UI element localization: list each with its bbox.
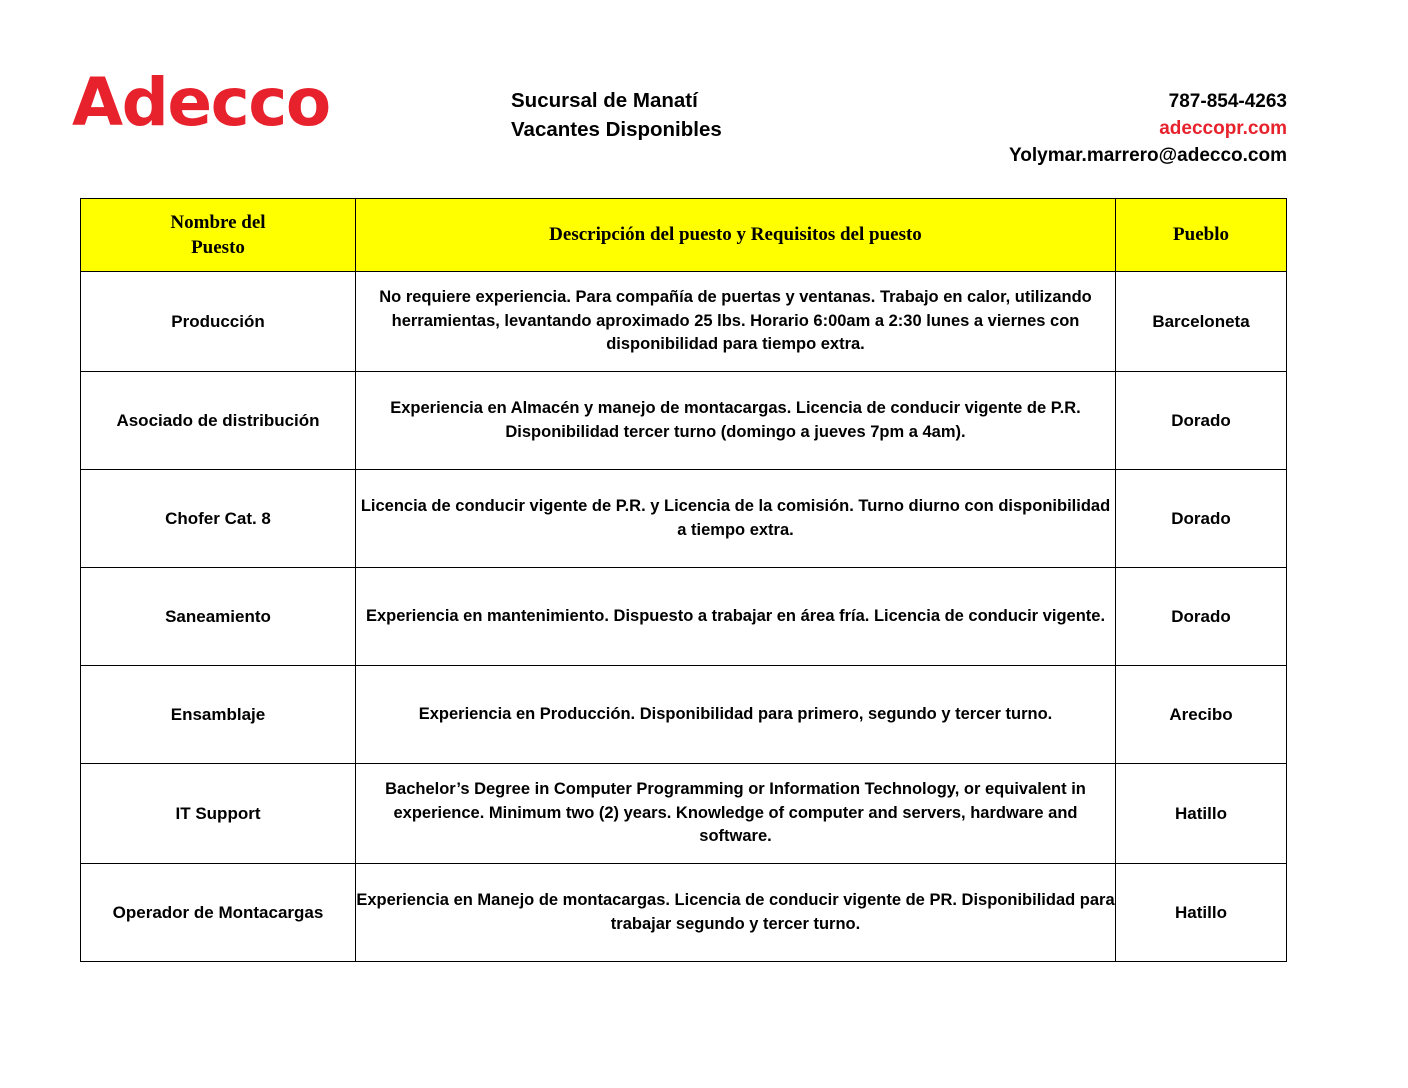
contact-email[interactable]: Yolymar.marrero@adecco.com: [1009, 144, 1287, 166]
column-header-puesto-line1: Nombre del: [170, 211, 266, 233]
column-header-puesto-line2: Puesto: [191, 237, 245, 258]
table-body: Producción No requiere experiencia. Para…: [80, 271, 1287, 962]
cell-puesto: Chofer Cat. 8: [80, 469, 356, 568]
cell-descripcion: Licencia de conducir vigente de P.R. y L…: [355, 469, 1116, 568]
cell-descripcion: No requiere experiencia. Para compañía d…: [355, 271, 1116, 372]
cell-descripcion: Bachelor’s Degree in Computer Programmin…: [355, 763, 1116, 864]
cell-puesto: Ensamblaje: [80, 665, 356, 764]
branch-title-line2: Vacantes Disponibles: [511, 118, 722, 142]
table-header-row: Nombre del Puesto Descripción del puesto…: [80, 198, 1287, 272]
contact-block: 787-854-4263 adeccopr.com Yolymar.marrer…: [1009, 89, 1287, 170]
cell-pueblo: Hatillo: [1115, 763, 1287, 864]
contact-website[interactable]: adeccopr.com: [1159, 117, 1287, 139]
cell-pueblo: Dorado: [1115, 469, 1287, 568]
cell-descripcion: Experiencia en mantenimiento. Dispuesto …: [355, 567, 1116, 666]
cell-pueblo: Dorado: [1115, 567, 1287, 666]
contact-phone: 787-854-4263: [1168, 91, 1287, 112]
table-row: Saneamiento Experiencia en mantenimiento…: [80, 567, 1287, 666]
cell-pueblo: Barceloneta: [1115, 271, 1287, 372]
cell-puesto: IT Support: [80, 763, 356, 864]
vacancies-table: Nombre del Puesto Descripción del puesto…: [80, 198, 1287, 962]
cell-puesto: Asociado de distribución: [80, 371, 356, 470]
branch-title-line1: Sucursal de Manatí: [511, 89, 698, 112]
column-header-descripcion: Descripción del puesto y Requisitos del …: [355, 198, 1116, 272]
table-row: Asociado de distribución Experiencia en …: [80, 371, 1287, 470]
cell-descripcion: Experiencia en Manejo de montacargas. Li…: [355, 863, 1116, 962]
table-row: Chofer Cat. 8 Licencia de conducir vigen…: [80, 469, 1287, 568]
adecco-logo: Adecco: [72, 64, 331, 141]
cell-descripcion: Experiencia en Producción. Disponibilida…: [355, 665, 1116, 764]
cell-pueblo: Hatillo: [1115, 863, 1287, 962]
cell-pueblo: Dorado: [1115, 371, 1287, 470]
cell-puesto: Producción: [80, 271, 356, 372]
cell-pueblo: Arecibo: [1115, 665, 1287, 764]
table-row: Producción No requiere experiencia. Para…: [80, 271, 1287, 372]
table-row: Operador de Montacargas Experiencia en M…: [80, 863, 1287, 962]
column-header-pueblo: Pueblo: [1115, 198, 1287, 272]
table-row: IT Support Bachelor’s Degree in Computer…: [80, 763, 1287, 864]
document-header: Adecco Sucursal de Manatí Vacantes Dispo…: [0, 0, 1408, 190]
table-row: Ensamblaje Experiencia en Producción. Di…: [80, 665, 1287, 764]
cell-puesto: Operador de Montacargas: [80, 863, 356, 962]
cell-descripcion: Experiencia en Almacén y manejo de monta…: [355, 371, 1116, 470]
cell-puesto: Saneamiento: [80, 567, 356, 666]
column-header-puesto: Nombre del Puesto: [80, 198, 356, 272]
branch-title: Sucursal de Manatí Vacantes Disponibles: [511, 86, 722, 144]
